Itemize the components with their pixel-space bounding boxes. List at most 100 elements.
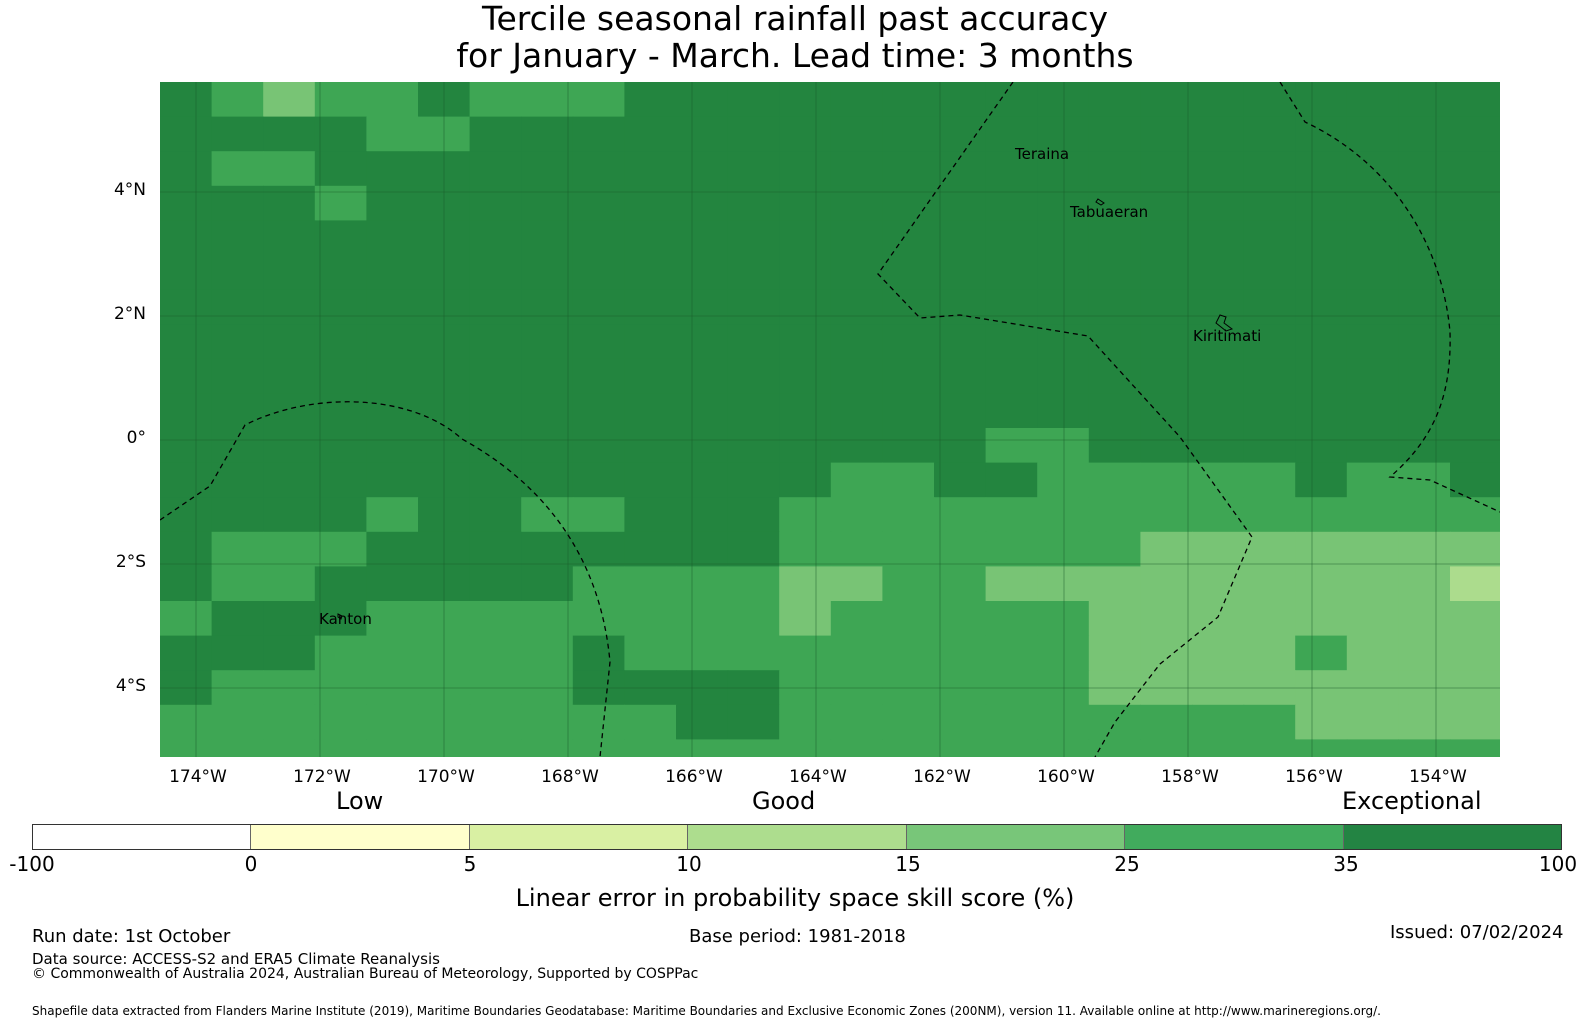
map-cell [1398, 116, 1451, 152]
map-cell [1192, 82, 1245, 118]
map-cell [263, 324, 316, 360]
map-cell [985, 462, 1038, 498]
map-cell [1088, 324, 1141, 360]
map-cell [572, 220, 625, 256]
map-cell [1140, 704, 1193, 740]
map-cell [1450, 185, 1500, 221]
map-cell [469, 151, 522, 187]
map-cell [727, 151, 780, 187]
map-cell [366, 497, 419, 533]
map-cell [779, 428, 832, 464]
map-cell [211, 151, 264, 187]
map-title-line-2: for January - March. Lead time: 3 months [456, 36, 1134, 75]
map-cell [1398, 635, 1451, 671]
map-cell [1450, 151, 1500, 187]
map-cell [676, 635, 729, 671]
map-cell [160, 393, 213, 429]
map-cell [934, 116, 987, 152]
map-cell [1243, 428, 1296, 464]
map-canvas [160, 82, 1500, 757]
map-cell [1140, 116, 1193, 152]
map-cell [1346, 82, 1399, 118]
map-cell [211, 704, 264, 740]
map-cell [263, 393, 316, 429]
map-cell [160, 289, 213, 325]
map-cell [1088, 289, 1141, 325]
map-cell [263, 428, 316, 464]
map-cell [263, 289, 316, 325]
map-cell [1295, 358, 1348, 394]
map-cell [1295, 116, 1348, 152]
map-cell [985, 601, 1038, 637]
map-cell [934, 82, 987, 118]
map-cell [572, 601, 625, 637]
map-cell [1192, 635, 1245, 671]
map-cell [469, 428, 522, 464]
map-cell [830, 531, 883, 567]
map-cell [469, 566, 522, 602]
map-cell [1346, 289, 1399, 325]
map-cell [830, 185, 883, 221]
colorbar-segment-0-5 [251, 825, 470, 849]
map-cell [1037, 739, 1090, 757]
colorbar-segment-15-25 [906, 825, 1126, 849]
map-cell [727, 566, 780, 602]
map-cell [1140, 289, 1193, 325]
map-cell [521, 358, 574, 394]
map-cell [676, 601, 729, 637]
colorbar-tick-100: 100 [1538, 852, 1578, 876]
map-cell [676, 358, 729, 394]
map-cell [1037, 462, 1090, 498]
map-cell [366, 704, 419, 740]
map-cell [779, 497, 832, 533]
map-cell [727, 220, 780, 256]
map-cell [830, 358, 883, 394]
colorbar-segment-25-35 [1125, 825, 1344, 849]
map-cell [1088, 428, 1141, 464]
map-cell [1243, 116, 1296, 152]
map-cell [160, 739, 213, 757]
map-cell [676, 428, 729, 464]
map-cell [314, 358, 367, 394]
map-cell [521, 185, 574, 221]
map-cell [624, 151, 677, 187]
lon-label-162w: 162°W [913, 767, 971, 787]
map-cell [1295, 531, 1348, 567]
map-cell [1295, 566, 1348, 602]
map-cell [1243, 635, 1296, 671]
map-cell [211, 289, 264, 325]
map-cell [882, 185, 935, 221]
map-cell [676, 255, 729, 291]
eez-boundary-kiribati-line [877, 82, 1253, 757]
map-cell [1295, 497, 1348, 533]
tabuaeran-island-shape [1095, 198, 1105, 206]
map-cell [1450, 462, 1500, 498]
map-cell [985, 497, 1038, 533]
map-cell [985, 393, 1038, 429]
map-cell [830, 220, 883, 256]
map-cell [624, 255, 677, 291]
map-cell [727, 82, 780, 118]
map-cell [1037, 220, 1090, 256]
map-cell [934, 428, 987, 464]
map-cell [160, 566, 213, 602]
map-cell [727, 358, 780, 394]
lon-label-166w: 166°W [665, 767, 723, 787]
map-cell [469, 358, 522, 394]
map-cell [779, 82, 832, 118]
map-cell [366, 185, 419, 221]
lon-label-160w: 160°W [1037, 767, 1095, 787]
map-cell [572, 116, 625, 152]
map-cell [1398, 324, 1451, 360]
skill-score-map [160, 82, 1500, 757]
map-cell [830, 151, 883, 187]
map-cell [1295, 704, 1348, 740]
map-cell [1088, 739, 1141, 757]
map-cell [727, 428, 780, 464]
map-cell [1398, 566, 1451, 602]
lon-label-170w: 170°W [417, 767, 475, 787]
map-cell [1450, 358, 1500, 394]
map-cell [1450, 635, 1500, 671]
map-cell [521, 601, 574, 637]
lon-label-172w: 172°W [293, 767, 351, 787]
